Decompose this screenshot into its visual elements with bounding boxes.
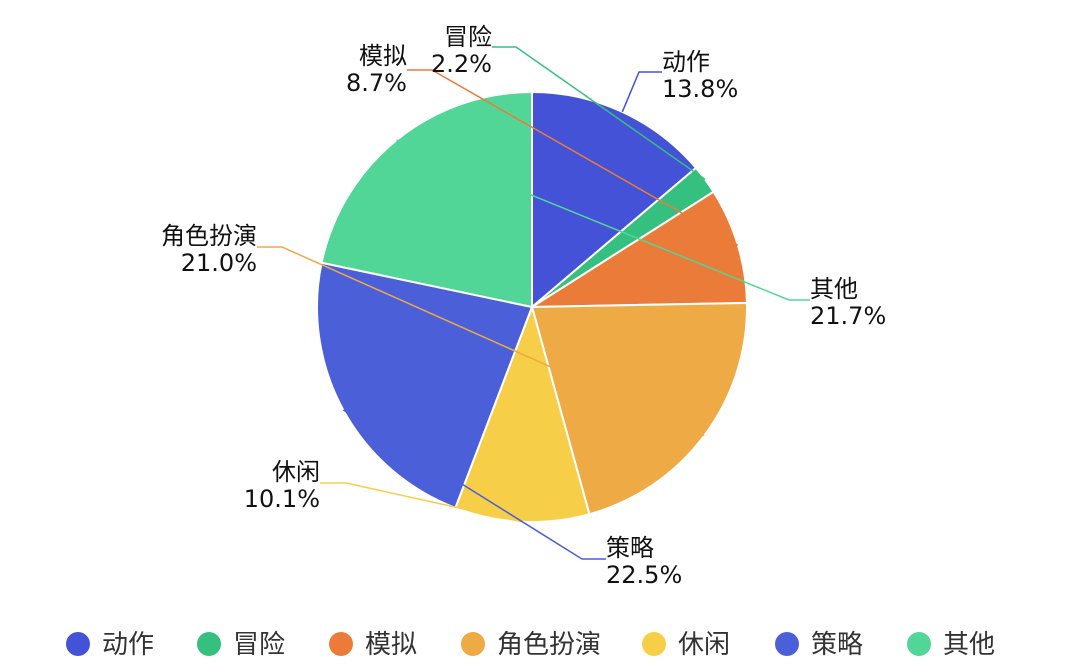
slice-label-percent-3: 21.0% xyxy=(181,249,257,277)
legend-marker-1 xyxy=(197,632,221,656)
slice-label-percent-5: 22.5% xyxy=(606,561,682,589)
legend-label-4: 休闲 xyxy=(678,630,730,660)
leader-line-2 xyxy=(407,69,739,246)
pie-slices xyxy=(316,90,748,523)
leader-line-1 xyxy=(492,46,706,181)
slice-label-category-3: 角色扮演 xyxy=(161,222,257,250)
slice-label-category-1: 冒险 xyxy=(444,23,492,51)
leader-line-6 xyxy=(396,139,810,301)
slice-label-category-4: 休闲 xyxy=(272,458,320,486)
legend-marker-3 xyxy=(461,632,485,656)
leader-line-0 xyxy=(621,71,662,113)
legend-label-0: 动作 xyxy=(102,630,154,660)
slice-label-category-2: 模拟 xyxy=(359,42,407,70)
pie-slice-3[interactable] xyxy=(530,301,748,516)
legend-label-2: 模拟 xyxy=(365,630,417,660)
legend-label-3: 角色扮演 xyxy=(497,630,601,660)
legend-marker-2 xyxy=(329,632,353,656)
slice-label-percent-0: 13.8% xyxy=(662,75,738,103)
legend-label-5: 策略 xyxy=(811,630,863,660)
legend-item-2[interactable]: 模拟 xyxy=(329,630,417,660)
slice-label-category-5: 策略 xyxy=(606,534,654,562)
legend-label-6: 其他 xyxy=(943,630,995,660)
leader-line-3 xyxy=(257,246,705,437)
leader-line-4 xyxy=(320,482,523,523)
legend-item-3[interactable]: 角色扮演 xyxy=(461,630,601,660)
legend-item-5[interactable]: 策略 xyxy=(775,630,863,660)
legend-marker-4 xyxy=(642,632,666,656)
legend-label-1: 冒险 xyxy=(233,630,285,660)
legend-item-6[interactable]: 其他 xyxy=(907,630,995,660)
legend-item-1[interactable]: 冒险 xyxy=(197,630,285,660)
legend-marker-6 xyxy=(907,632,931,656)
legend-marker-0 xyxy=(66,632,90,656)
leader-lines xyxy=(257,46,810,560)
slice-label-percent-4: 10.1% xyxy=(244,485,320,513)
legend-item-4[interactable]: 休闲 xyxy=(642,630,730,660)
slice-label-category-0: 动作 xyxy=(662,48,710,76)
leader-line-5 xyxy=(342,409,606,560)
slice-label-percent-6: 21.7% xyxy=(810,302,886,330)
legend-item-0[interactable]: 动作 xyxy=(66,630,154,660)
slice-label-category-6: 其他 xyxy=(810,275,858,303)
legend-marker-5 xyxy=(775,632,799,656)
slice-label-percent-2: 8.7% xyxy=(346,69,407,97)
legend[interactable]: 动作 冒险 模拟 角色扮演 休闲 策略 其他 xyxy=(66,630,995,660)
slice-label-percent-1: 2.2% xyxy=(431,50,492,78)
